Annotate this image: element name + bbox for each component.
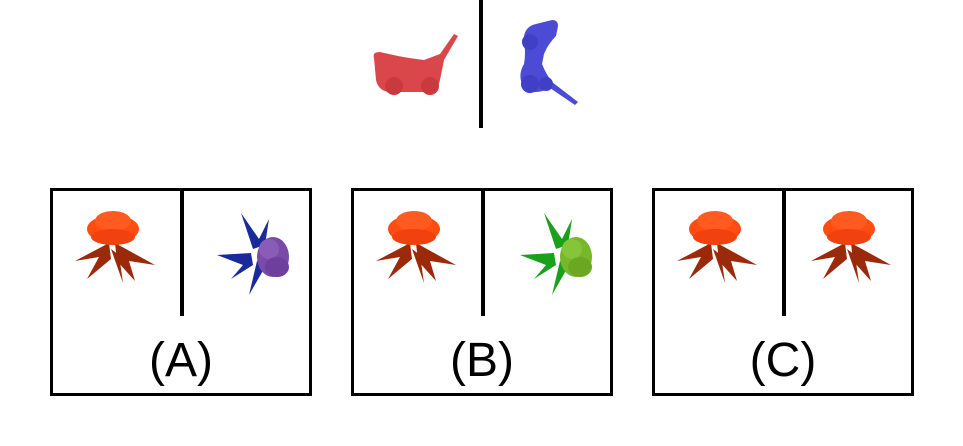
option-c-divider (782, 191, 786, 316)
red-orange-flower-icon (677, 211, 757, 283)
option-b-box[interactable]: (B) (351, 188, 613, 396)
red-orange-flower-icon (376, 211, 456, 283)
option-b-label: (B) (450, 334, 514, 387)
red-orange-flower-icon (811, 211, 891, 283)
option-a-divider (180, 191, 184, 316)
option-b-divider (481, 191, 485, 316)
option-a-box[interactable]: (A) (50, 188, 312, 396)
prompt-divider (479, 0, 483, 128)
red-orange-flower-icon (75, 211, 155, 283)
red-toy-cart-icon (373, 34, 458, 95)
option-c-box[interactable]: (C) (652, 188, 914, 396)
option-a-label: (A) (149, 334, 213, 387)
blue-purple-flower-icon (217, 213, 289, 295)
green-flower-icon (520, 213, 592, 295)
blue-toy-scooter-icon (520, 20, 578, 105)
option-c-label: (C) (749, 334, 817, 387)
